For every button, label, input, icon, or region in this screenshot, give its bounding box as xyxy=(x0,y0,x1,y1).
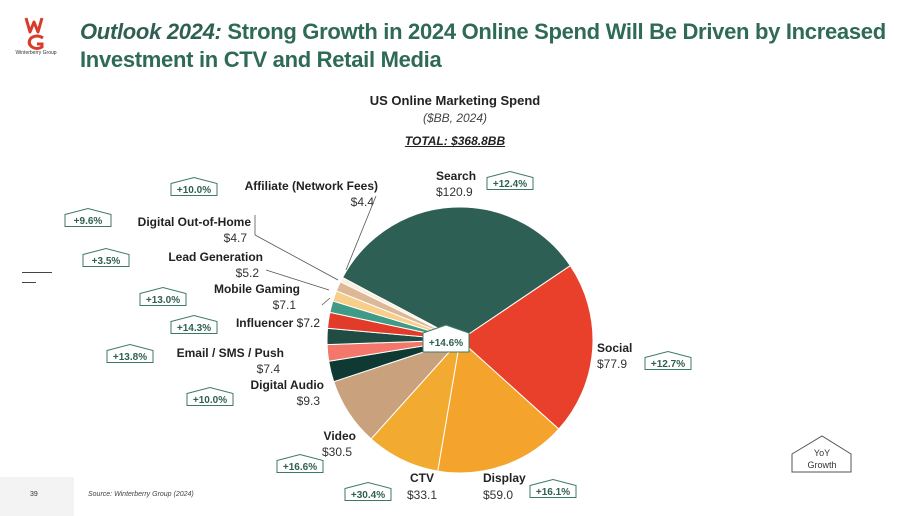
yoy-growth-legend-shape xyxy=(791,435,852,473)
slice-label-digital-audio-value: $9.3 xyxy=(297,394,321,408)
slice-label-social-growth-badge-shape xyxy=(644,350,692,370)
footer-box xyxy=(0,477,74,516)
slice-label-mobile-gaming-growth-badge: +13.0% xyxy=(139,286,187,306)
slice-label-display-growth-badge: +16.1% xyxy=(529,478,577,498)
slice-label-search-name: Search xyxy=(436,169,476,183)
slice-label-mobile-gaming-name: Mobile Gaming xyxy=(214,282,300,296)
slice-label-ctv-growth-badge-shape xyxy=(344,481,392,501)
slice-label-social-value: $77.9 xyxy=(597,357,627,371)
pie-slice-social xyxy=(459,264,594,430)
slice-label-digital-audio-growth-badge: +10.0% xyxy=(186,386,234,406)
slice-label-lead-generation-growth-badge: +3.5% xyxy=(82,247,130,267)
slice-label-video-value: $30.5 xyxy=(322,445,352,459)
slice-label-display-growth-badge-shape xyxy=(529,478,577,498)
slice-label-video-name: Video xyxy=(324,429,356,443)
slice-label-lead-generation-growth-badge-text: +3.5% xyxy=(92,256,121,267)
pie-slice-search xyxy=(341,206,571,341)
slice-label-mobile-gaming-value: $7.1 xyxy=(273,298,297,312)
pie-labels: Search $120.9 +12.4% Social $77.9 +12.7% Displ… xyxy=(64,169,692,502)
slice-label-lead-generation-value: $5.2 xyxy=(236,266,260,280)
slice-label-affiliate-network-fees--growth-badge: +10.0% xyxy=(170,176,218,196)
chart-subtitle: ($BB, 2024) xyxy=(422,111,488,125)
slice-label-digital-out-of-home-value: $4.7 xyxy=(224,231,248,245)
pie-slices xyxy=(326,206,594,474)
yoy-growth-legend: YoY Growth xyxy=(791,435,852,473)
slice-label-ctv-growth-badge-text: +30.4% xyxy=(351,490,385,501)
slice-label-affiliate-network-fees--growth-badge-shape xyxy=(170,176,218,196)
slice-label-ctv-growth-badge: +30.4% xyxy=(344,481,392,501)
side-rule xyxy=(22,272,52,273)
page-title: Outlook 2024: Strong Growth in 2024 Onli… xyxy=(80,18,900,74)
slice-label-affiliate-network-fees--name: Affiliate (Network Fees) xyxy=(245,179,378,193)
slice-label-digital-audio-growth-badge-text: +10.0% xyxy=(193,395,227,406)
slice-label-email-sms-push-growth-badge-text: +13.8% xyxy=(113,352,147,363)
logo-text: Winterberry Group xyxy=(15,50,57,56)
slice-label-ctv-value: $33.1 xyxy=(407,488,437,502)
slice-label-video-growth-badge-shape xyxy=(276,453,324,473)
slice-label-digital-out-of-home-growth-badge: +9.6% xyxy=(64,207,112,227)
slice-label-email-sms-push-growth-badge-shape xyxy=(106,343,154,363)
slice-label-search-growth-badge-shape xyxy=(486,170,534,190)
sidebar: Winterberry Group xyxy=(0,0,74,516)
page-title-rest: Strong Growth in 2024 Online Spend Will … xyxy=(80,19,886,72)
slice-label-lead-generation-leader-line xyxy=(265,269,330,291)
slice-label-ctv-name: CTV xyxy=(410,471,434,485)
slice-label-affiliate-network-fees--value: $4.4 xyxy=(351,195,375,209)
slice-label-email-sms-push-growth-badge: +13.8% xyxy=(106,343,154,363)
slice-label-affiliate-network-fees--leader-line xyxy=(345,195,377,271)
slice-label-mobile-gaming-leader-line xyxy=(321,297,331,306)
slice-label-digital-audio-name: Digital Audio xyxy=(250,378,324,392)
page-title-lead: Outlook 2024: xyxy=(80,19,222,44)
slice-label-lead-generation-name: Lead Generation xyxy=(168,250,263,264)
chart-title: US Online Marketing Spend xyxy=(369,93,541,108)
slice-label-digital-out-of-home-growth-badge-text: +9.6% xyxy=(74,216,103,227)
center-growth-badge: +14.6% xyxy=(422,324,470,353)
slice-label-video-growth-badge: +16.6% xyxy=(276,453,324,473)
slice-label-digital-audio-growth-badge-shape xyxy=(186,386,234,406)
slice-label-influencer-growth-badge-shape xyxy=(170,314,218,334)
yoy-growth-legend-text: YoY xyxy=(814,448,830,458)
slice-label-social-name: Social xyxy=(597,341,632,355)
slice-label-search-value: $120.9 xyxy=(436,185,473,199)
slice-label-email-sms-push-name: Email / SMS / Push xyxy=(177,346,284,360)
slice-label-search-growth-badge: +12.4% xyxy=(486,170,534,190)
slice-label-lead-generation-growth-badge-shape xyxy=(82,247,130,267)
slice-label-digital-out-of-home-leader-line xyxy=(254,234,339,281)
center-growth-badge-shape xyxy=(422,324,470,353)
slice-label-influencer-name: Influencer $7.2 xyxy=(236,316,320,330)
center-growth-badge-text: +14.6% xyxy=(429,338,463,349)
slice-label-social-growth-badge: +12.7% xyxy=(644,350,692,370)
slice-label-display-value: $59.0 xyxy=(483,488,513,502)
yoy-growth-legend-text: Growth xyxy=(807,460,836,470)
slice-label-social-growth-badge-text: +12.7% xyxy=(651,359,685,370)
slice-label-email-sms-push-value: $7.4 xyxy=(257,362,281,376)
pie-slice-remainder xyxy=(339,276,461,341)
slice-label-digital-out-of-home-growth-badge-shape xyxy=(64,207,112,227)
slice-label-display-growth-badge-text: +16.1% xyxy=(536,487,570,498)
slice-label-mobile-gaming-growth-badge-shape xyxy=(139,286,187,306)
source-note: Source: Winterberry Group (2024) xyxy=(88,491,194,498)
slice-label-mobile-gaming-growth-badge-text: +13.0% xyxy=(146,295,180,306)
slice-label-affiliate-network-fees--growth-badge-text: +10.0% xyxy=(177,185,211,196)
slice-label-influencer-value: $7.2 xyxy=(297,316,321,330)
winterberry-logo-icon xyxy=(24,17,44,50)
side-rule xyxy=(22,282,36,283)
slice-label-influencer-growth-badge: +14.3% xyxy=(170,314,218,334)
pie-slice-display xyxy=(437,339,560,474)
slice-label-display-name: Display xyxy=(483,471,526,485)
page-number: 39 xyxy=(30,491,38,498)
slice-label-influencer-growth-badge-text: +14.3% xyxy=(177,323,211,334)
slice-label-digital-out-of-home-name: Digital Out-of-Home xyxy=(138,215,252,229)
chart-total: TOTAL: $368.8BB xyxy=(404,134,506,148)
slice-label-search-growth-badge-text: +12.4% xyxy=(493,179,527,190)
slice-label-video-growth-badge-text: +16.6% xyxy=(283,462,317,473)
